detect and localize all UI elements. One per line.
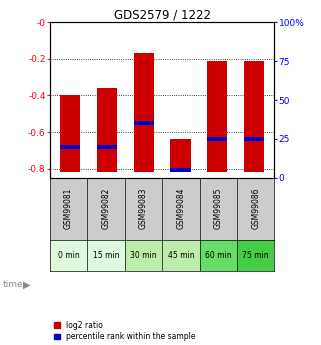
Text: GSM99081: GSM99081: [64, 188, 73, 229]
Bar: [200, 240, 237, 271]
Text: 15 min: 15 min: [93, 251, 119, 260]
Text: 60 min: 60 min: [205, 251, 231, 260]
Text: 45 min: 45 min: [168, 251, 194, 260]
Bar: [134, 53, 154, 172]
Bar: [97, 145, 117, 149]
Text: time: time: [3, 280, 24, 289]
Bar: [87, 240, 125, 271]
Title: GDS2579 / 1222: GDS2579 / 1222: [114, 8, 211, 21]
Bar: [207, 61, 228, 172]
Text: GSM99085: GSM99085: [214, 188, 223, 229]
Bar: [60, 145, 80, 149]
Text: 75 min: 75 min: [242, 251, 269, 260]
Bar: [170, 168, 191, 172]
Bar: [97, 88, 117, 172]
Bar: [50, 240, 87, 271]
Text: GSM99083: GSM99083: [139, 188, 148, 229]
Bar: [207, 137, 228, 141]
Bar: [60, 96, 80, 172]
Bar: [170, 139, 191, 172]
Bar: [162, 240, 200, 271]
Text: GSM99084: GSM99084: [176, 188, 185, 229]
Bar: [244, 137, 264, 141]
Text: GSM99086: GSM99086: [251, 188, 260, 229]
Bar: [134, 121, 154, 125]
Bar: [244, 61, 264, 172]
Text: 30 min: 30 min: [130, 251, 157, 260]
Bar: [125, 240, 162, 271]
Text: 0 min: 0 min: [57, 251, 79, 260]
Text: GSM99082: GSM99082: [101, 188, 110, 229]
Legend: log2 ratio, percentile rank within the sample: log2 ratio, percentile rank within the s…: [54, 321, 195, 341]
Text: ▶: ▶: [23, 280, 30, 289]
Bar: [237, 240, 274, 271]
